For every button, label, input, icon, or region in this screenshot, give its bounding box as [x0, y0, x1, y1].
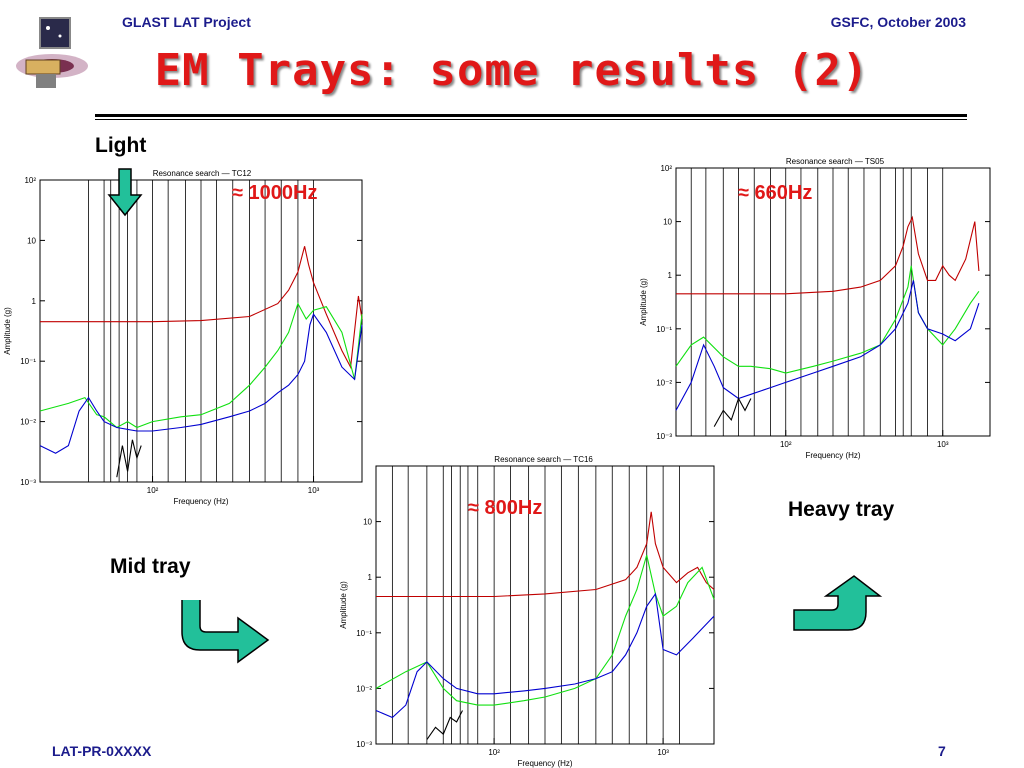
- y-tick-label: 1: [32, 297, 37, 306]
- series-line-1: [39, 302, 363, 429]
- header-project: GLAST LAT Project: [122, 14, 251, 30]
- annotation-tc12: ≈ 1000Hz: [232, 182, 318, 204]
- slide-title: EM Trays: some results (2): [154, 45, 870, 96]
- series-line-3: [713, 397, 752, 427]
- footer-doc-id: LAT-PR-0XXXX: [52, 743, 152, 759]
- header-date: GSFC, October 2003: [830, 14, 966, 30]
- y-tick-label: 10⁻³: [656, 432, 672, 441]
- y-tick-label: 10⁻³: [356, 740, 372, 749]
- annotation-tc16: ≈ 800Hz: [468, 497, 543, 519]
- y-tick-label: 10⁻¹: [20, 357, 36, 366]
- chart-tc16: Resonance search — TC16 10⁻³ 10⁻² 10⁻¹ 1 10 10…: [339, 455, 715, 768]
- y-tick-label: 10⁻¹: [656, 325, 672, 334]
- chart-title: Resonance search — TS05: [786, 157, 885, 166]
- x-tick-label: 10³: [308, 486, 320, 495]
- y-tick-label: 10⁻²: [656, 378, 672, 387]
- series-line-3: [426, 710, 463, 740]
- y-tick-label: 10²: [660, 164, 672, 173]
- x-axis-label: Frequency (Hz): [173, 497, 228, 506]
- series-line-0: [40, 246, 363, 369]
- series-line-3: [116, 439, 142, 478]
- arrow-down-icon: [107, 168, 143, 217]
- y-axis-label: Amplitude (g): [639, 278, 648, 326]
- series-line-0: [676, 215, 980, 295]
- chart-title: Resonance search — TC16: [494, 455, 593, 464]
- chart-title: Resonance search — TC12: [153, 169, 252, 178]
- y-tick-label: 1: [668, 271, 673, 280]
- x-axis-label: Frequency (Hz): [517, 759, 572, 768]
- y-tick-label: 10: [663, 218, 672, 227]
- x-tick-label: 10²: [780, 440, 792, 449]
- label-light: Light: [95, 134, 147, 157]
- chart-ts05: Resonance search — TS05 10⁻³ 10⁻² 10⁻¹ 1 10 10…: [639, 157, 991, 460]
- y-tick-label: 10⁻²: [356, 684, 372, 693]
- chart-tc12: Resonance search — TC12 10⁻³ 10⁻² 10⁻¹ 1 10 10…: [3, 169, 363, 506]
- y-tick-label: 1: [368, 573, 373, 582]
- y-axis-label: Amplitude (g): [3, 307, 12, 355]
- x-tick-label: 10²: [147, 486, 159, 495]
- title-rule-thin: [95, 119, 967, 120]
- annotation-ts05: ≈ 660Hz: [738, 182, 813, 204]
- y-tick-label: 10⁻¹: [356, 629, 372, 638]
- series-line-2: [39, 312, 363, 454]
- series-line-0: [376, 511, 715, 598]
- y-tick-label: 10²: [24, 176, 36, 185]
- y-tick-label: 10⁻²: [20, 418, 36, 427]
- y-tick-label: 10: [363, 518, 372, 527]
- series-line-1: [675, 265, 980, 374]
- title-rule: [95, 114, 967, 117]
- y-tick-label: 10⁻³: [20, 478, 36, 487]
- x-axis-label: Frequency (Hz): [805, 451, 860, 460]
- arrow-curved-up-icon: [793, 575, 883, 631]
- series-line-2: [375, 592, 715, 719]
- x-tick-label: 10²: [488, 748, 500, 757]
- footer-page-number: 7: [938, 743, 946, 759]
- y-axis-label: Amplitude (g): [339, 581, 348, 629]
- x-tick-label: 10³: [937, 440, 949, 449]
- y-tick-label: 10: [27, 236, 36, 245]
- label-mid-tray: Mid tray: [110, 555, 191, 578]
- label-heavy-tray: Heavy tray: [788, 498, 895, 521]
- series-line-2: [675, 280, 980, 411]
- glast-logo-icon: [16, 17, 88, 88]
- arrow-curved-right-icon: [181, 600, 270, 664]
- x-tick-label: 10³: [657, 748, 669, 757]
